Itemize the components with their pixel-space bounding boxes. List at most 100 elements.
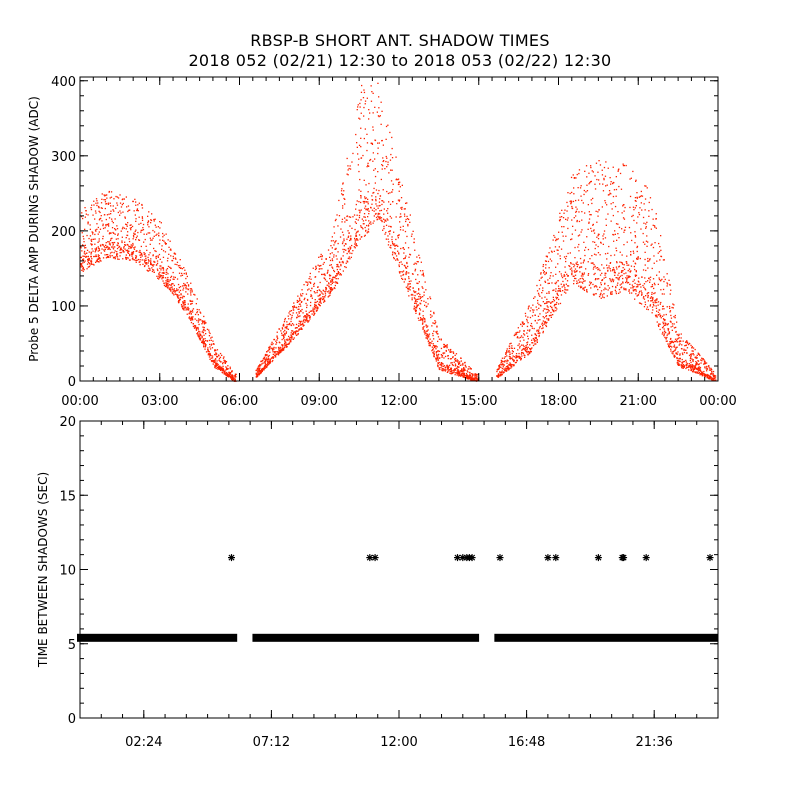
amp-point xyxy=(293,302,295,304)
amp-point xyxy=(463,375,465,377)
amp-point xyxy=(369,159,371,162)
amp-point xyxy=(349,216,352,218)
amp-point xyxy=(645,269,647,272)
amp-point xyxy=(669,320,672,323)
amp-point xyxy=(452,356,454,358)
amp-point xyxy=(397,250,399,252)
amp-point xyxy=(185,291,187,293)
amp-point xyxy=(518,356,520,358)
amp-point xyxy=(363,235,366,237)
amp-point xyxy=(219,356,222,358)
amp-point xyxy=(553,309,555,311)
amp-point xyxy=(112,222,114,224)
amp-point xyxy=(351,161,353,163)
amp-point xyxy=(437,340,439,342)
amp-point xyxy=(169,279,171,281)
amp-point xyxy=(532,344,535,347)
amp-point xyxy=(363,179,365,181)
amp-point xyxy=(615,223,618,225)
amp-point xyxy=(258,369,261,371)
amp-point xyxy=(86,249,89,251)
amp-point xyxy=(454,358,456,360)
amp-point xyxy=(323,301,325,303)
amp-point xyxy=(676,360,679,362)
amp-point xyxy=(470,377,472,379)
amp-point xyxy=(300,301,303,303)
amp-point xyxy=(563,275,565,277)
amp-point xyxy=(95,248,98,250)
amp-point xyxy=(173,294,175,296)
amp-point xyxy=(535,337,537,340)
amp-point xyxy=(319,300,322,302)
amp-point xyxy=(442,353,444,355)
amp-point xyxy=(202,328,205,331)
amp-point xyxy=(567,205,569,207)
amp-point xyxy=(329,288,332,291)
amp-point xyxy=(629,195,632,198)
amp-point xyxy=(681,367,683,369)
amp-point xyxy=(416,305,418,308)
amp-point xyxy=(566,210,568,212)
amp-point xyxy=(710,378,713,380)
amp-point xyxy=(400,197,403,199)
amp-point xyxy=(95,254,97,256)
amp-point xyxy=(335,240,337,242)
amp-point xyxy=(587,273,590,275)
amp-point xyxy=(271,347,273,349)
amp-point xyxy=(605,185,607,187)
amp-point xyxy=(214,366,216,369)
amp-point xyxy=(563,274,565,276)
amp-point xyxy=(610,270,612,272)
amp-point xyxy=(545,271,547,274)
amp-point xyxy=(590,180,592,183)
amp-point xyxy=(542,330,544,333)
amp-point xyxy=(146,249,148,251)
amp-point xyxy=(443,344,445,346)
amp-point xyxy=(82,268,84,270)
amp-point xyxy=(234,374,237,376)
amp-point xyxy=(185,277,187,280)
amp-point xyxy=(443,365,446,367)
amp-point xyxy=(649,304,652,306)
amp-point xyxy=(180,275,182,277)
amp-point xyxy=(195,329,198,331)
amp-point xyxy=(354,247,356,249)
amp-point xyxy=(302,321,304,323)
amp-point xyxy=(142,263,144,265)
amp-point xyxy=(361,236,363,238)
amp-point xyxy=(435,360,437,362)
amp-point xyxy=(158,274,160,276)
amp-point xyxy=(616,261,618,263)
amp-point xyxy=(364,100,367,102)
amp-point xyxy=(194,294,196,296)
amp-point xyxy=(375,196,377,198)
amp-point xyxy=(573,270,575,272)
amp-point xyxy=(171,286,173,288)
amp-point xyxy=(287,339,289,342)
amp-point xyxy=(358,189,360,191)
amp-point xyxy=(664,319,666,321)
amp-point xyxy=(591,170,593,172)
amp-point xyxy=(173,278,175,280)
amp-point xyxy=(582,275,584,277)
amp-point xyxy=(202,343,205,345)
amp-point xyxy=(468,377,470,379)
amp-point xyxy=(149,232,151,234)
amp-point xyxy=(682,340,684,342)
amp-point xyxy=(673,327,676,329)
amp-point xyxy=(545,260,547,262)
amp-point xyxy=(589,283,592,285)
amp-point xyxy=(333,254,335,256)
amp-point xyxy=(509,351,511,353)
amp-point xyxy=(80,215,83,218)
amp-point xyxy=(609,262,612,264)
amp-point xyxy=(432,348,435,350)
amp-point xyxy=(644,209,646,211)
amp-point xyxy=(698,364,700,366)
amp-point xyxy=(566,201,568,204)
amp-point xyxy=(108,243,111,245)
amp-point xyxy=(571,207,574,210)
amp-point xyxy=(679,340,681,342)
amp-point xyxy=(213,343,215,345)
amp-point xyxy=(714,377,717,379)
